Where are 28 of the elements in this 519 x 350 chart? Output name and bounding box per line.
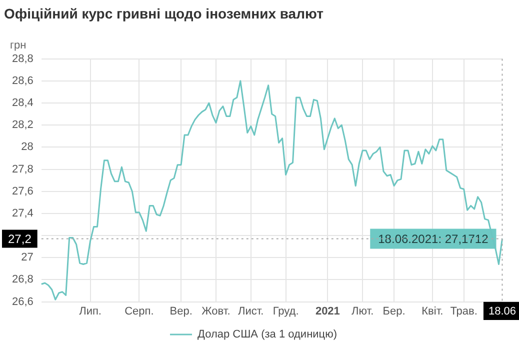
x-tick-label: Бер.	[382, 305, 406, 318]
y-tick-label: 26,6	[12, 296, 34, 308]
y-tick-label: 27,6	[12, 185, 34, 198]
ref-line-label: 27,2	[8, 232, 32, 246]
x-tick-label: Квіт.	[422, 305, 444, 318]
x-tick-label: Лист.	[238, 305, 264, 318]
y-axis-title: грн	[10, 39, 26, 52]
y-tick-label: 28	[21, 141, 34, 154]
y-tick-label: 28,4	[12, 97, 34, 110]
x-tick-label: Трав.	[450, 305, 478, 318]
annotation: 18.06.2021: 27,1712	[378, 232, 489, 246]
x-tick-label: Вер.	[170, 305, 192, 318]
y-tick-label: 27	[21, 252, 34, 264]
x-tick-label: 18.06	[488, 305, 516, 318]
y-tick-label: 28,6	[12, 74, 34, 87]
x-tick-label: Жовт.	[202, 305, 230, 318]
legend-label: Долар США (за 1 одиницю)	[198, 328, 338, 341]
y-tick-label: 27,8	[12, 163, 34, 176]
x-tick-label: Лип.	[79, 305, 102, 318]
x-tick-label: Груд.	[272, 305, 299, 318]
x-tick-label: Лют.	[352, 305, 374, 318]
y-tick-label: 28,2	[12, 119, 34, 132]
chart-title: Офіційний курс гривні щодо іноземних валют	[4, 5, 324, 22]
y-tick-label: 28,8	[12, 52, 34, 65]
x-tick-label: 2021	[315, 305, 340, 318]
y-tick-label: 26,8	[12, 274, 34, 286]
x-tick-label: Серп.	[124, 305, 154, 318]
y-tick-label: 27,4	[12, 207, 34, 220]
